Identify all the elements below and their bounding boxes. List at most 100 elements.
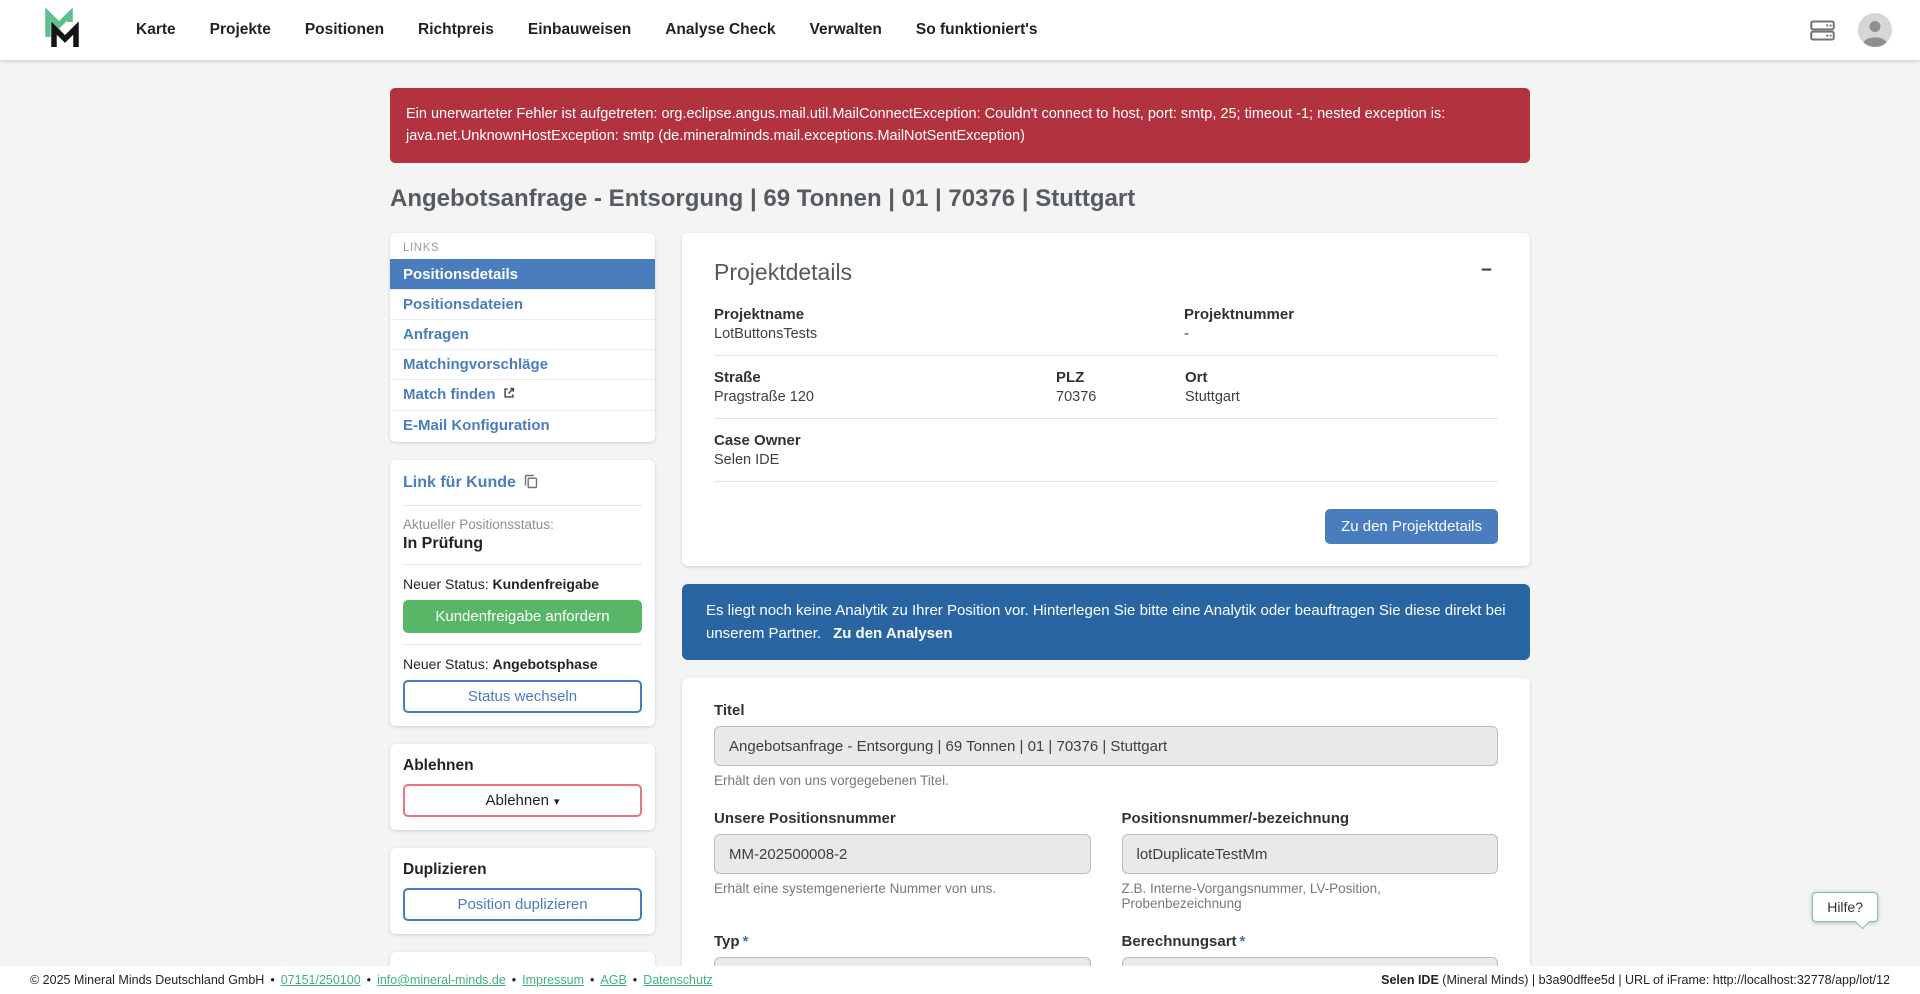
nav-item-richtpreis[interactable]: Richtpreis (418, 21, 494, 38)
sidebar-item-label: Positionsdateien (403, 295, 524, 313)
sidebar-item-label: Positionsdetails (403, 265, 519, 283)
main-content: Projektdetails − Projektname LotButtonsT… (682, 232, 1530, 994)
field-projektnummer: Projektnummer - (1184, 306, 1498, 342)
field-value: Stuttgart (1185, 388, 1240, 405)
field-label: Case Owner (714, 431, 801, 449)
project-details-title: Projektdetails (714, 258, 853, 285)
footer-session-details: (Mineral Minds) | b3a90dffee5d | URL of … (1442, 973, 1890, 987)
field-label: Projektname (714, 305, 805, 323)
sidebar-item-match-finden[interactable]: Match finden (390, 378, 655, 410)
reject-card: Ablehnen Ablehnen ▾ (390, 743, 655, 830)
new-status-angebotsphase: Neuer Status: Angebotsphase (403, 656, 642, 672)
footer-left: © 2025 Mineral Minds Deutschland GmbH 07… (30, 973, 713, 987)
external-link-icon (502, 386, 516, 404)
logo-icon (40, 6, 84, 55)
typ-label-text: Typ (714, 933, 740, 951)
footer-agb-link[interactable]: AGB (600, 973, 627, 987)
copyright-text: © 2025 Mineral Minds Deutschland GmbH (30, 973, 265, 987)
berechnungsart-label-text: Berechnungsart (1121, 933, 1237, 951)
footer-impressum-link[interactable]: Impressum (522, 973, 584, 987)
error-alert-line1: Ein unerwarteter Fehler ist aufgetreten:… (406, 106, 1446, 122)
sidebar-item-label: Anfragen (403, 325, 469, 343)
field-case-owner: Case Owner Selen IDE (714, 432, 1498, 468)
footer-datenschutz-link[interactable]: Datenschutz (643, 973, 713, 987)
request-customer-approval-button[interactable]: Kundenfreigabe anfordern (403, 599, 642, 633)
required-asterisk: * (1239, 933, 1246, 951)
divider (403, 643, 642, 645)
typ-label: Typ * (714, 933, 1091, 950)
page-title: Angebotsanfrage - Entsorgung | 69 Tonnen… (390, 184, 1136, 212)
field-label: Straße (714, 368, 761, 386)
titel-label: Titel (714, 702, 745, 720)
positionsnummer-label: Unsere Positionsnummer (714, 810, 896, 828)
field-plz: PLZ 70376 (1056, 369, 1185, 405)
new-status-kundenfreigabe: Neuer Status: Kundenfreigabe (403, 576, 642, 592)
field-value: - (1184, 325, 1189, 342)
server-list-icon[interactable] (1809, 17, 1836, 44)
divider (714, 354, 1498, 356)
form-group-titel: Titel Erhält den von uns vorgegebenen Ti… (714, 702, 1498, 788)
sidebar-item-matchingvorschlaege[interactable]: Matchingvorschläge (390, 348, 655, 379)
bezeichnung-label: Positionsnummer/-bezeichnung (1121, 810, 1350, 828)
nav-item-verwalten[interactable]: Verwalten (809, 21, 882, 38)
status-card: Link für Kunde Aktueller Positionsstatus… (390, 459, 655, 726)
new-status-value: Kundenfreigabe (492, 575, 600, 592)
change-status-button[interactable]: Status wechseln (403, 679, 642, 713)
chevron-down-icon: ▾ (553, 795, 560, 808)
go-to-project-details-button[interactable]: Zu den Projektdetails (1325, 508, 1498, 544)
footer-user-name: Selen IDE (1381, 973, 1439, 987)
sidebar-item-email-konfiguration[interactable]: E-Mail Konfiguration (390, 409, 655, 440)
bezeichnung-helper-text: Z.B. Interne-Vorgangsnummer, LV-Position… (1121, 881, 1381, 912)
footer-session-info: Selen IDE (Mineral Minds) | b3a90dffee5d… (1381, 973, 1890, 987)
analytics-banner-text: Es liegt noch keine Analytik zu Ihrer Po… (706, 601, 1506, 643)
help-button[interactable]: Hilfe? (1812, 892, 1878, 922)
user-avatar-icon[interactable] (1858, 13, 1892, 47)
sidebar-item-positionsdateien[interactable]: Positionsdateien (390, 288, 655, 319)
current-status-label: Aktueller Positionsstatus: (403, 516, 554, 532)
collapse-icon[interactable]: − (1480, 259, 1492, 281)
go-to-analyses-link[interactable]: Zu den Analysen (833, 625, 953, 643)
required-asterisk: * (742, 933, 749, 951)
nav-item-positionen[interactable]: Positionen (304, 21, 385, 38)
footer-phone-link[interactable]: 07151/250100 (280, 973, 361, 987)
links-card: LINKS Positionsdetails Positionsdateien … (390, 232, 655, 442)
header-right (1809, 13, 1892, 47)
new-status-value: Angebotsphase (492, 655, 598, 672)
duplicate-position-button[interactable]: Position duplizieren (403, 887, 642, 921)
links-card-header: LINKS (403, 241, 440, 254)
field-projektname: Projektname LotButtonsTests (714, 306, 1184, 342)
main-nav: Karte Projekte Positionen Richtpreis Ein… (136, 21, 1038, 39)
field-value: 70376 (1056, 388, 1097, 405)
error-alert-line2: java.net.UnknownHostException: smtp (de.… (406, 128, 1025, 145)
page-body: Ein unerwarteter Fehler ist aufgetreten:… (0, 60, 1920, 994)
nav-item-einbauweisen[interactable]: Einbauweisen (527, 21, 632, 38)
nav-item-so-funktionierts[interactable]: So funktioniert's (915, 21, 1038, 38)
footer: © 2025 Mineral Minds Deutschland GmbH 07… (0, 966, 1920, 994)
field-label: PLZ (1056, 368, 1085, 386)
form-group-bezeichnung: Positionsnummer/-bezeichnung Z.B. Intern… (1121, 810, 1498, 912)
berechnungsart-label: Berechnungsart * (1122, 933, 1499, 950)
top-navbar: Karte Projekte Positionen Richtpreis Ein… (0, 0, 1920, 60)
field-strasse: Straße Pragstraße 120 (714, 369, 1056, 405)
divider (714, 480, 1498, 482)
sidebar-item-label: E-Mail Konfiguration (403, 416, 550, 434)
sidebar-item-label: Match finden (403, 386, 496, 404)
footer-email-link[interactable]: info@mineral-minds.de (377, 973, 506, 987)
sidebar: LINKS Positionsdetails Positionsdateien … (390, 232, 655, 994)
position-form-card: Titel Erhält den von uns vorgegebenen Ti… (682, 678, 1530, 994)
sidebar-item-label: Matchingvorschläge (403, 355, 549, 373)
nav-item-analyse-check[interactable]: Analyse Check (665, 21, 776, 38)
sidebar-item-anfragen[interactable]: Anfragen (390, 318, 655, 349)
duplicate-card-title: Duplizieren (403, 860, 487, 878)
nav-item-projekte[interactable]: Projekte (209, 21, 271, 38)
divider (714, 417, 1498, 419)
nav-item-karte[interactable]: Karte (136, 21, 176, 38)
reject-dropdown-button[interactable]: Ablehnen ▾ (403, 783, 642, 817)
field-value: Pragstraße 120 (714, 388, 814, 405)
sidebar-item-positionsdetails[interactable]: Positionsdetails (390, 258, 655, 289)
divider (403, 504, 642, 506)
customer-link[interactable]: Link für Kunde (403, 473, 539, 494)
positionsnummer-helper-text: Erhält eine systemgenerierte Nummer von … (714, 881, 997, 897)
mineral-minds-logo[interactable] (40, 6, 84, 55)
